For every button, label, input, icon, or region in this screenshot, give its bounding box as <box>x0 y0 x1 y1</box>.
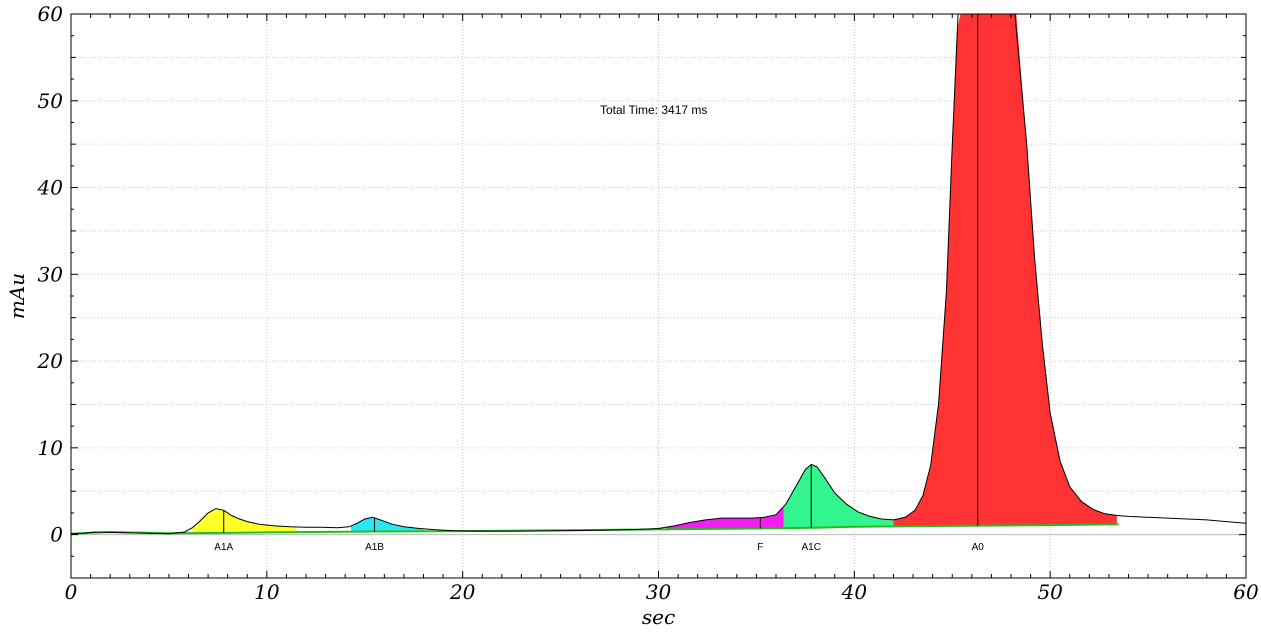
y-tick-label: 0 <box>50 523 63 547</box>
peak-labels: A1A A1B F A1C A0 <box>214 542 984 553</box>
y-tick-label: 10 <box>38 436 64 460</box>
peak-label-a1a: A1A <box>214 542 233 553</box>
peak-label-a1c: A1C <box>802 542 821 553</box>
peak-fill-a1b <box>351 517 424 531</box>
x-tick-label: 50 <box>1037 580 1063 604</box>
y-tick-label: 30 <box>38 262 64 286</box>
peak-fill-a0 <box>894 14 1117 526</box>
x-tick-label: 20 <box>449 580 476 604</box>
y-axis-title: mAu <box>5 273 29 319</box>
x-tick-label: 0 <box>65 580 78 604</box>
x-tick-label: 10 <box>254 580 280 604</box>
peak-label-a0: A0 <box>972 542 985 553</box>
x-tick-label: 60 <box>1233 580 1259 604</box>
peak-label-a1b: A1B <box>365 542 384 553</box>
y-tick-label: 50 <box>38 89 64 113</box>
y-tick-label: 60 <box>38 2 64 26</box>
y-tick-label: 20 <box>37 349 64 373</box>
x-tick-label: 40 <box>841 580 868 604</box>
peak-label-f: F <box>757 542 763 553</box>
total-time-annotation: Total Time: 3417 ms <box>600 103 707 117</box>
peak-apex-markers <box>224 14 978 533</box>
x-axis-title: sec <box>642 605 675 629</box>
x-tick-label: 30 <box>646 580 672 604</box>
y-tick-label: 40 <box>37 176 64 200</box>
